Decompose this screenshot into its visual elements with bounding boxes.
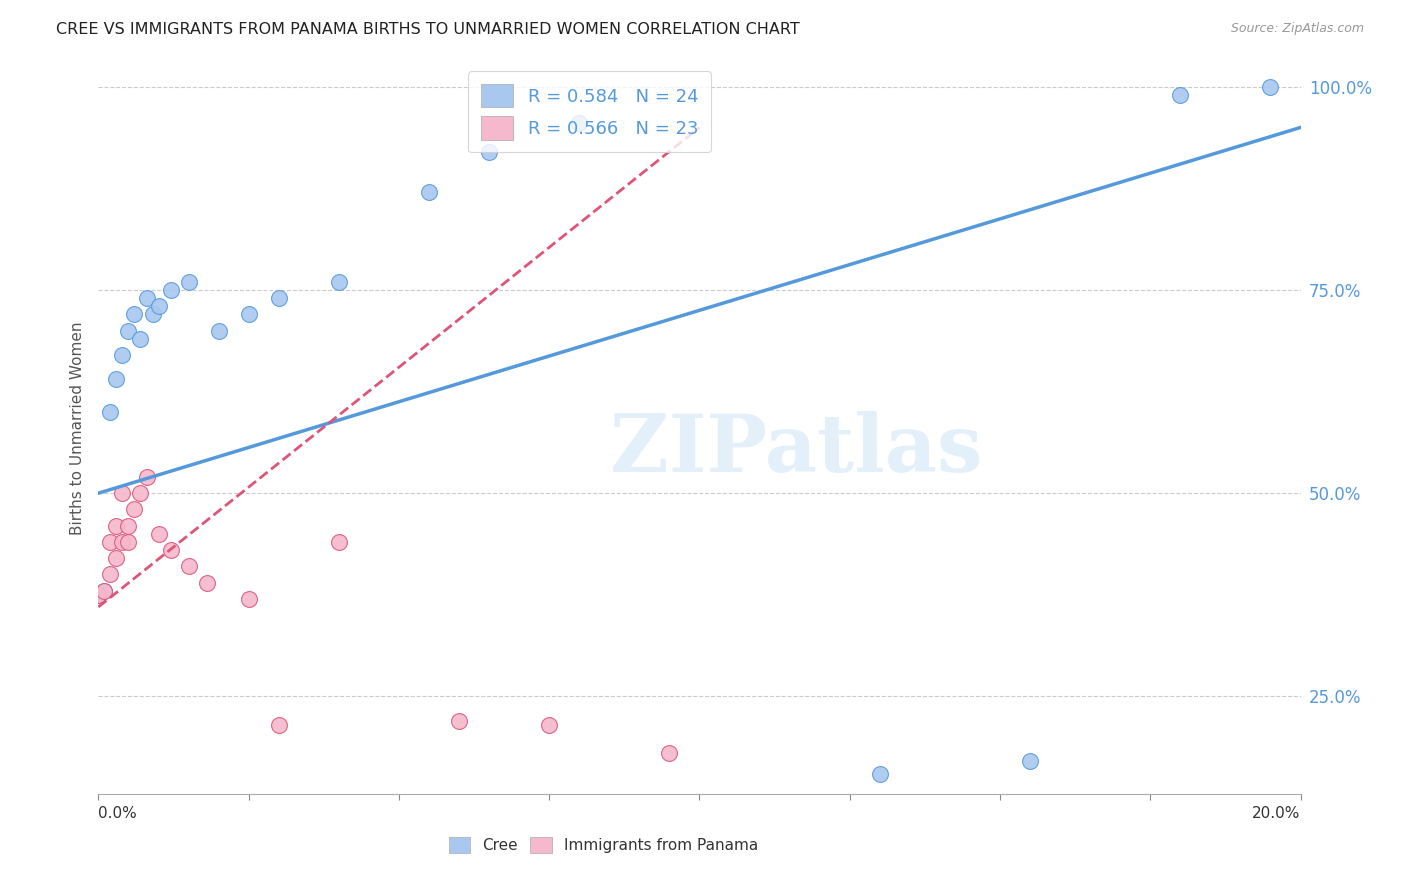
Point bbox=[148, 299, 170, 313]
Point bbox=[478, 145, 501, 159]
Point bbox=[148, 526, 170, 541]
Point bbox=[447, 714, 470, 728]
Point bbox=[100, 567, 122, 582]
Point bbox=[538, 718, 561, 732]
Point bbox=[135, 470, 157, 484]
Point bbox=[87, 588, 110, 602]
Y-axis label: Births to Unmarried Women: Births to Unmarried Women bbox=[69, 321, 84, 535]
Legend: Cree, Immigrants from Panama: Cree, Immigrants from Panama bbox=[443, 831, 763, 859]
Text: 0.0%: 0.0% bbox=[98, 806, 138, 821]
Point bbox=[195, 575, 218, 590]
Text: Source: ZipAtlas.com: Source: ZipAtlas.com bbox=[1230, 22, 1364, 36]
Point bbox=[93, 583, 115, 598]
Point bbox=[124, 502, 146, 516]
Point bbox=[238, 307, 260, 321]
Point bbox=[105, 518, 128, 533]
Point bbox=[159, 283, 181, 297]
Point bbox=[117, 535, 139, 549]
Point bbox=[267, 291, 290, 305]
Point bbox=[177, 275, 200, 289]
Point bbox=[1170, 87, 1192, 102]
Point bbox=[111, 535, 134, 549]
Point bbox=[159, 543, 181, 558]
Text: ZIPatlas: ZIPatlas bbox=[610, 411, 981, 489]
Point bbox=[141, 307, 163, 321]
Point bbox=[658, 746, 681, 760]
Point bbox=[135, 291, 157, 305]
Point bbox=[238, 591, 260, 606]
Text: CREE VS IMMIGRANTS FROM PANAMA BIRTHS TO UNMARRIED WOMEN CORRELATION CHART: CREE VS IMMIGRANTS FROM PANAMA BIRTHS TO… bbox=[56, 22, 800, 37]
Point bbox=[129, 332, 152, 346]
Point bbox=[328, 275, 350, 289]
Point bbox=[568, 116, 591, 130]
Point bbox=[117, 518, 139, 533]
Point bbox=[177, 559, 200, 574]
Point bbox=[418, 186, 440, 200]
Point bbox=[117, 324, 139, 338]
Point bbox=[105, 372, 128, 386]
Point bbox=[328, 535, 350, 549]
Point bbox=[93, 583, 115, 598]
Point bbox=[208, 324, 231, 338]
Text: 20.0%: 20.0% bbox=[1253, 806, 1301, 821]
Point bbox=[267, 718, 290, 732]
Point bbox=[87, 588, 110, 602]
Point bbox=[129, 486, 152, 500]
Point bbox=[1019, 755, 1042, 769]
Point bbox=[111, 486, 134, 500]
Point bbox=[111, 348, 134, 362]
Point bbox=[869, 766, 891, 780]
Point bbox=[105, 551, 128, 566]
Point bbox=[100, 535, 122, 549]
Point bbox=[124, 307, 146, 321]
Point bbox=[1260, 79, 1282, 94]
Point bbox=[100, 405, 122, 419]
